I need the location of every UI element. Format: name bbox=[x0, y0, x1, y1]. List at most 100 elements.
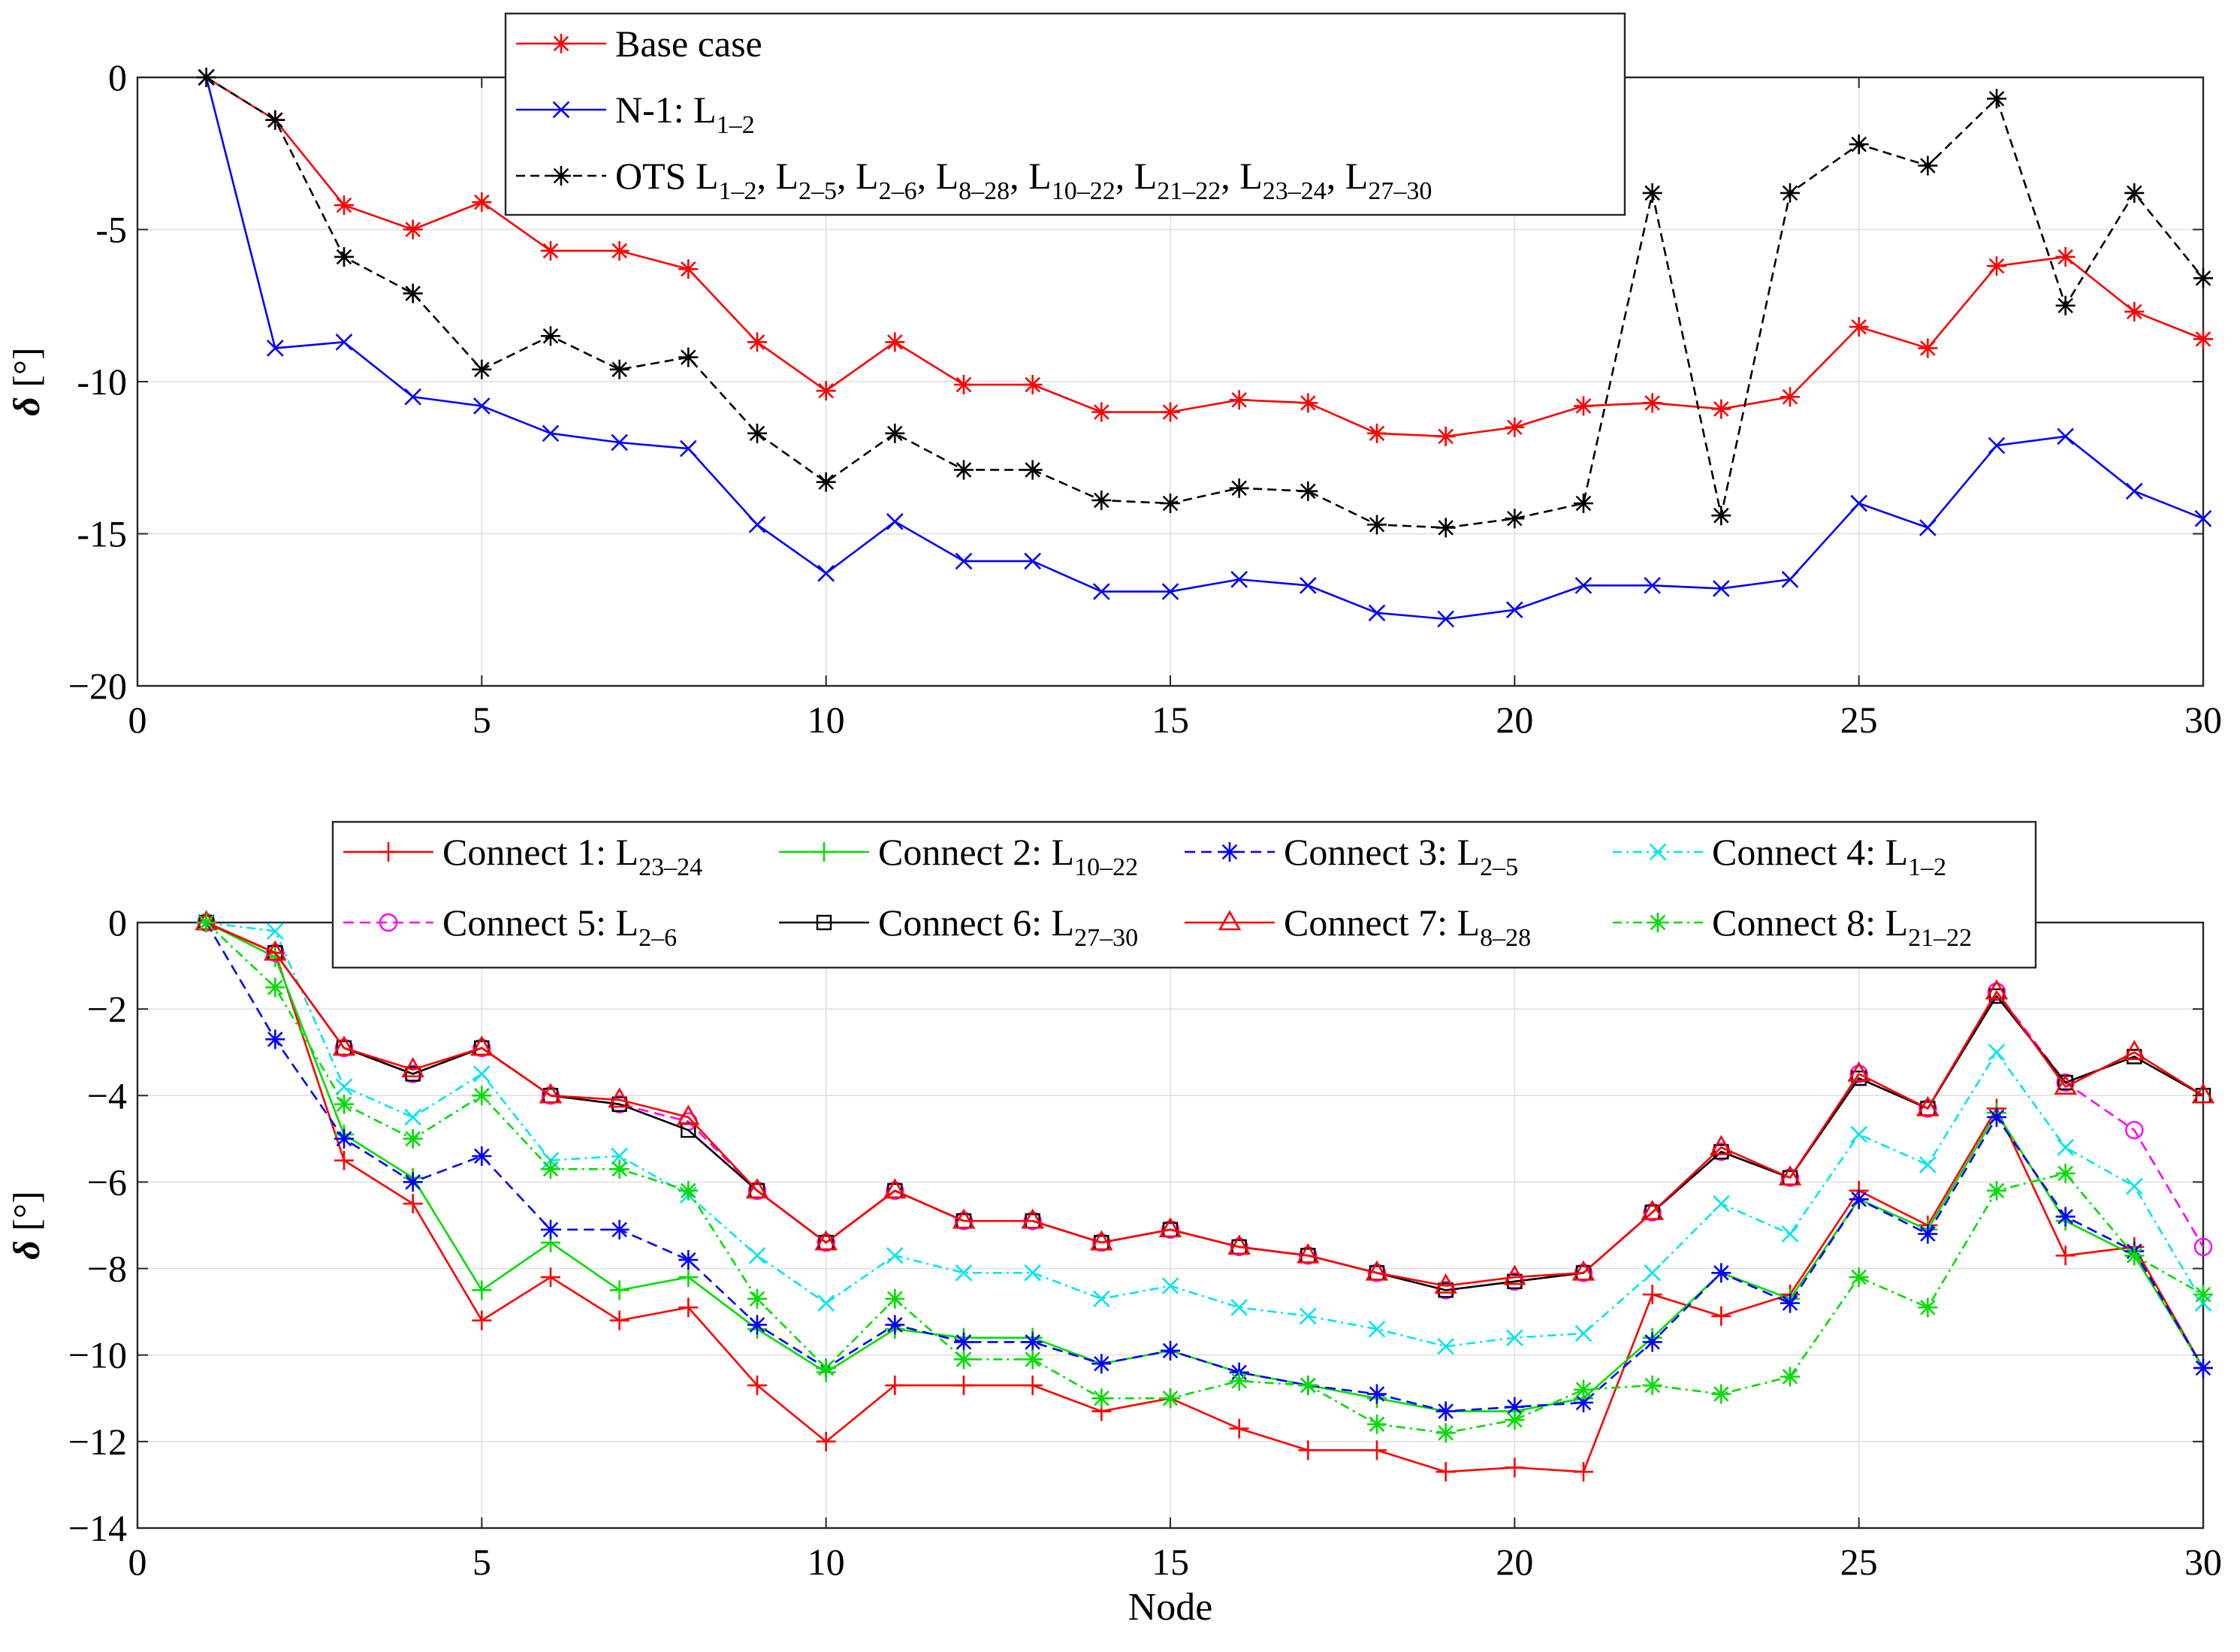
data-point bbox=[1298, 481, 1318, 501]
data-point bbox=[1434, 1273, 1457, 1294]
series-2 bbox=[198, 68, 2212, 628]
data-point bbox=[1299, 1246, 1318, 1265]
data-point bbox=[1158, 1217, 1182, 1238]
legend-marker bbox=[1218, 910, 1242, 931]
data-point bbox=[817, 1294, 835, 1312]
data-point bbox=[1435, 518, 1456, 538]
data-point bbox=[1022, 375, 1043, 395]
legend-label: N-1: L1–2 bbox=[615, 89, 755, 139]
data-point bbox=[1987, 1107, 2006, 1128]
data-point bbox=[2124, 183, 2145, 203]
data-point bbox=[1438, 1282, 1454, 1298]
data-point bbox=[335, 334, 353, 351]
data-point bbox=[2193, 1358, 2213, 1378]
legend-item: Connect 4: L1–2 bbox=[1613, 831, 1946, 881]
data-point bbox=[405, 1066, 421, 1082]
data-point bbox=[1985, 979, 2009, 1000]
x-tick-label: 20 bbox=[1496, 1541, 1533, 1583]
data-point bbox=[1918, 1297, 1938, 1318]
data-point bbox=[1642, 1332, 1662, 1352]
data-point bbox=[1849, 317, 1869, 337]
legend-marker bbox=[1220, 842, 1239, 862]
data-point bbox=[1435, 1423, 1456, 1443]
data-point bbox=[747, 423, 767, 443]
series-3 bbox=[196, 68, 2213, 538]
data-point bbox=[1711, 1263, 1731, 1283]
y-tick-label: -5 bbox=[95, 209, 127, 251]
data-point bbox=[1987, 89, 2006, 109]
data-point bbox=[1367, 1264, 1387, 1282]
data-point bbox=[1574, 1462, 1593, 1482]
data-point bbox=[401, 1057, 424, 1078]
data-point bbox=[1574, 396, 1593, 416]
data-point bbox=[1435, 1401, 1456, 1421]
data-point bbox=[885, 1376, 905, 1396]
data-point bbox=[1642, 1285, 1662, 1305]
data-point bbox=[1642, 183, 1662, 203]
data-point bbox=[952, 1208, 976, 1229]
data-point bbox=[1780, 1367, 1800, 1387]
data-point bbox=[472, 192, 492, 213]
data-point bbox=[265, 1029, 285, 1049]
data-point bbox=[473, 397, 491, 415]
data-point bbox=[2193, 268, 2213, 288]
y-tick-label: -10 bbox=[77, 361, 127, 403]
data-point bbox=[748, 516, 766, 533]
data-point bbox=[2057, 1139, 2074, 1156]
legend-item: Connect 1: L23–24 bbox=[343, 831, 702, 881]
data-point bbox=[334, 1038, 354, 1058]
x-tick-label: 30 bbox=[2184, 699, 2222, 741]
data-point bbox=[2124, 301, 2145, 322]
data-point bbox=[1642, 393, 1662, 413]
data-point bbox=[2194, 509, 2212, 527]
data-point bbox=[541, 1159, 560, 1179]
data-point bbox=[609, 240, 629, 261]
data-point bbox=[2123, 1040, 2146, 1061]
data-point bbox=[1022, 460, 1043, 480]
y-tick-label: −10 bbox=[68, 1334, 127, 1376]
data-point bbox=[817, 1233, 835, 1252]
data-point bbox=[472, 1310, 492, 1330]
data-point bbox=[886, 1181, 904, 1200]
data-point bbox=[678, 1180, 699, 1200]
y-tick-label: −14 bbox=[68, 1507, 127, 1549]
data-point bbox=[1780, 183, 1800, 203]
data-point bbox=[1780, 387, 1800, 407]
data-point bbox=[1574, 1324, 1592, 1342]
data-point bbox=[2193, 329, 2213, 349]
data-point bbox=[541, 240, 560, 261]
legend-label: Connect 4: L1–2 bbox=[1712, 831, 1946, 881]
data-point bbox=[196, 68, 216, 87]
data-point bbox=[1230, 1299, 1248, 1316]
data-point bbox=[1021, 1208, 1044, 1229]
data-point bbox=[265, 977, 285, 998]
data-point bbox=[611, 433, 628, 452]
legend-label: Connect 6: L27–30 bbox=[878, 902, 1138, 952]
data-point bbox=[1227, 1234, 1251, 1255]
data-point bbox=[1849, 1267, 1869, 1288]
data-point bbox=[1713, 580, 1730, 597]
legend-label: OTS L1–2, L2–5, L2–6, L8–28, L10–22, L21… bbox=[615, 155, 1432, 205]
series-1 bbox=[196, 68, 2213, 446]
data-point bbox=[747, 1376, 767, 1396]
data-point bbox=[609, 1219, 629, 1240]
data-point bbox=[1505, 1397, 1525, 1417]
data-point bbox=[1918, 1224, 1938, 1244]
data-point bbox=[1161, 1388, 1180, 1409]
legend-label: Connect 8: L21–22 bbox=[1712, 902, 1972, 952]
data-point bbox=[2057, 427, 2074, 445]
data-point bbox=[1574, 1393, 1593, 1413]
data-point bbox=[609, 1280, 629, 1300]
data-point bbox=[473, 1065, 491, 1083]
data-point bbox=[334, 1128, 354, 1149]
data-point bbox=[678, 259, 699, 279]
data-point bbox=[1161, 1340, 1180, 1361]
data-point bbox=[1090, 1230, 1113, 1251]
series-line bbox=[206, 921, 2205, 1473]
data-point bbox=[1367, 1414, 1387, 1434]
data-point bbox=[267, 923, 284, 940]
data-point bbox=[886, 512, 904, 530]
data-point bbox=[954, 1376, 974, 1396]
data-point bbox=[1091, 1388, 1112, 1409]
